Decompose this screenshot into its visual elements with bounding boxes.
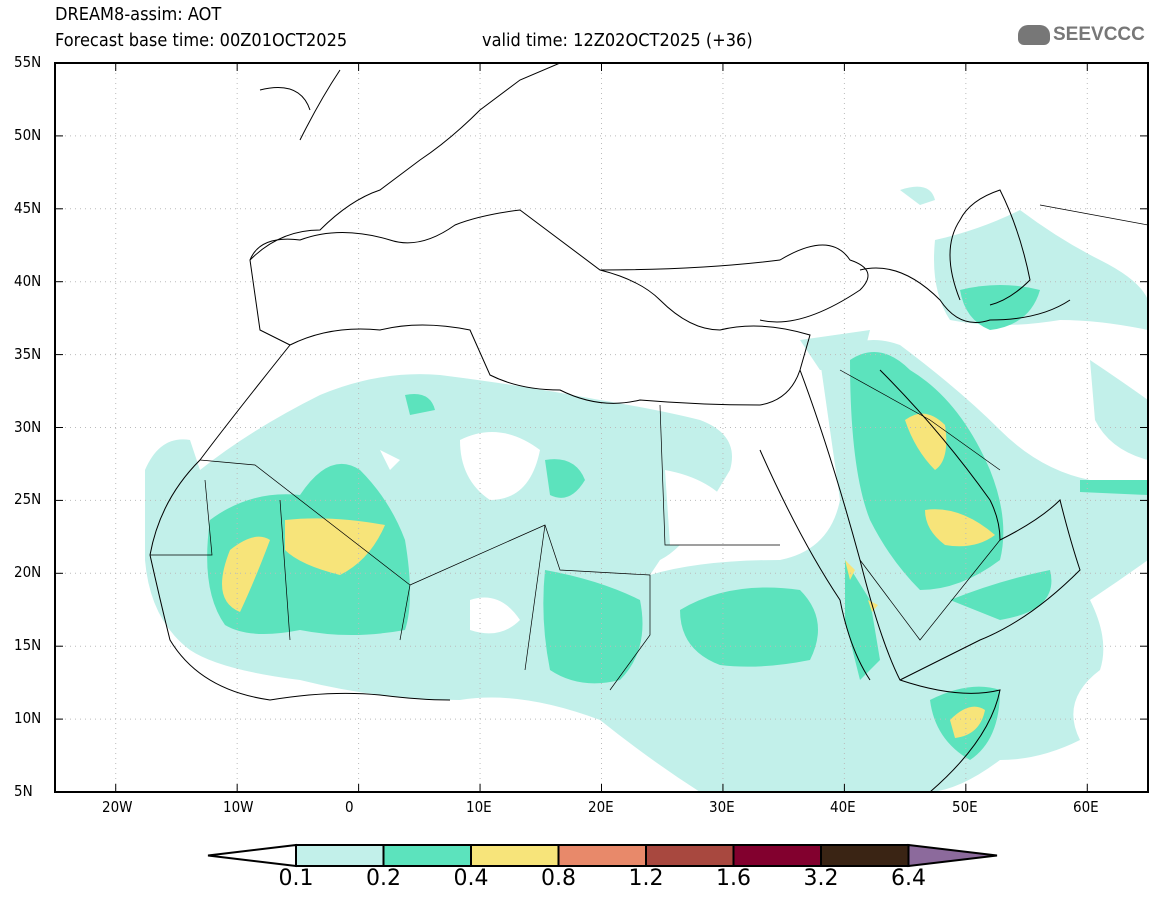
colorbar bbox=[207, 843, 998, 868]
colorbar-label: 0.2 bbox=[366, 866, 401, 891]
lon-label: 10E bbox=[466, 798, 492, 816]
colorbar-arrow-low bbox=[207, 843, 297, 868]
colorbar-swatch bbox=[470, 844, 560, 867]
logo-text: SEEVCCC bbox=[1053, 24, 1145, 45]
lat-label: 15N bbox=[14, 636, 42, 655]
lat-label: 40N bbox=[14, 271, 42, 290]
valid-time: valid time: 12Z02OCT2025 (+36) bbox=[482, 30, 753, 51]
map-title: DREAM8-assim: AOT bbox=[55, 4, 222, 25]
lon-label: 60E bbox=[1073, 798, 1099, 816]
coastlines bbox=[149, 63, 1081, 792]
borders bbox=[150, 204, 1148, 691]
colorbar-label: 3.2 bbox=[803, 866, 839, 891]
lat-label: 45N bbox=[14, 198, 42, 217]
seevccc-logo: SEEVCCC bbox=[1018, 24, 1145, 46]
lat-label: 35N bbox=[14, 344, 42, 363]
lon-label: 40E bbox=[830, 798, 857, 816]
lat-label: 25N bbox=[14, 490, 42, 509]
colorbar-swatch bbox=[820, 844, 910, 867]
lon-label: 10W bbox=[223, 798, 254, 816]
lat-label: 20N bbox=[14, 563, 42, 582]
lon-label: 20E bbox=[587, 798, 614, 816]
lon-label: 50E bbox=[951, 798, 978, 816]
lat-label: 30N bbox=[14, 417, 42, 436]
colorbar-label: 1.2 bbox=[628, 866, 664, 891]
lon-label: 0 bbox=[344, 798, 354, 816]
lat-label: 55N bbox=[14, 53, 42, 71]
aot-field bbox=[145, 186, 1148, 792]
colorbar-label: 1.6 bbox=[716, 866, 751, 891]
colorbar-swatch bbox=[382, 844, 472, 867]
axis-ticks bbox=[55, 62, 1148, 793]
colorbar-label: 0.8 bbox=[541, 866, 576, 891]
colorbar-swatch bbox=[645, 844, 735, 867]
colorbar-label: 6.4 bbox=[891, 866, 926, 891]
lon-label: 30E bbox=[708, 798, 735, 816]
aot-level-0.4 bbox=[222, 413, 995, 738]
colorbar-swatch bbox=[732, 844, 822, 867]
colorbar-swatch bbox=[557, 844, 647, 867]
colorbar-label: 0.1 bbox=[278, 866, 314, 891]
colorbar-arrow-high bbox=[907, 843, 998, 868]
lat-label: 50N bbox=[14, 125, 42, 144]
colorbar-swatch bbox=[295, 844, 385, 867]
cloud-icon bbox=[1018, 25, 1050, 45]
lat-label: 10N bbox=[14, 709, 42, 728]
lat-label: 5N bbox=[14, 782, 33, 800]
lon-label: 20W bbox=[101, 798, 133, 816]
forecast-base-time: Forecast base time: 00Z01OCT2025 bbox=[55, 30, 348, 51]
colorbar-label: 0.4 bbox=[453, 866, 489, 891]
